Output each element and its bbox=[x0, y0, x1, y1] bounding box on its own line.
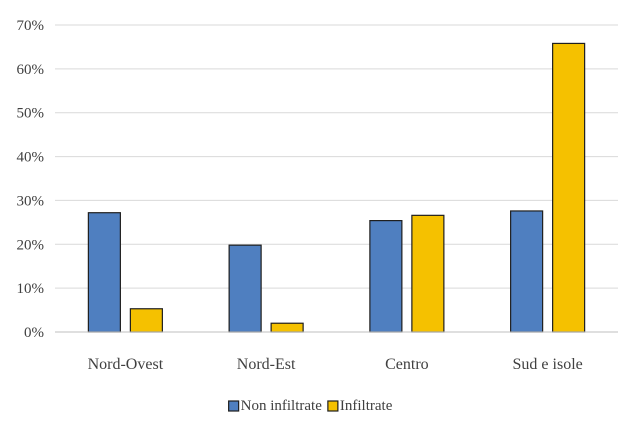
y-tick-label: 10% bbox=[17, 281, 45, 297]
y-tick-label: 0% bbox=[24, 325, 44, 341]
y-tick-label: 30% bbox=[17, 193, 45, 209]
y-tick-label: 70% bbox=[17, 18, 45, 34]
y-axis-ticks: 0% 10% 20% 30% 40% 50% 60% 70% bbox=[17, 18, 45, 341]
legend-swatch bbox=[228, 400, 240, 412]
bar-non-infiltrate bbox=[228, 244, 262, 333]
y-tick-label: 20% bbox=[17, 237, 45, 253]
x-category-label: Nord-Ovest bbox=[88, 356, 164, 373]
bars bbox=[87, 42, 586, 333]
legend-label: Non infiltrate bbox=[241, 398, 323, 414]
bar-non-infiltrate bbox=[369, 220, 403, 333]
bar-infiltrate bbox=[270, 322, 304, 333]
x-category-label: Centro bbox=[385, 356, 429, 373]
legend-label: Infiltrate bbox=[340, 398, 393, 414]
x-category-label: Sud e isole bbox=[513, 356, 583, 373]
legend-swatch bbox=[327, 400, 339, 412]
bar-infiltrate bbox=[552, 42, 586, 333]
x-axis-categories: Nord-Ovest Nord-Est Centro Sud e isole bbox=[88, 356, 583, 373]
y-tick-label: 40% bbox=[17, 150, 45, 166]
x-category-label: Nord-Est bbox=[237, 356, 296, 373]
bar-non-infiltrate bbox=[87, 212, 121, 333]
legend-item: Infiltrate bbox=[327, 398, 393, 414]
bar-non-infiltrate bbox=[510, 210, 544, 333]
bar-infiltrate bbox=[129, 308, 163, 333]
y-tick-label: 50% bbox=[17, 106, 45, 122]
legend-item: Non infiltrate bbox=[228, 398, 323, 414]
legend: Non infiltrate Infiltrate bbox=[228, 398, 393, 414]
y-tick-label: 60% bbox=[17, 62, 45, 78]
gridlines bbox=[55, 24, 618, 289]
bar-infiltrate bbox=[411, 214, 445, 333]
